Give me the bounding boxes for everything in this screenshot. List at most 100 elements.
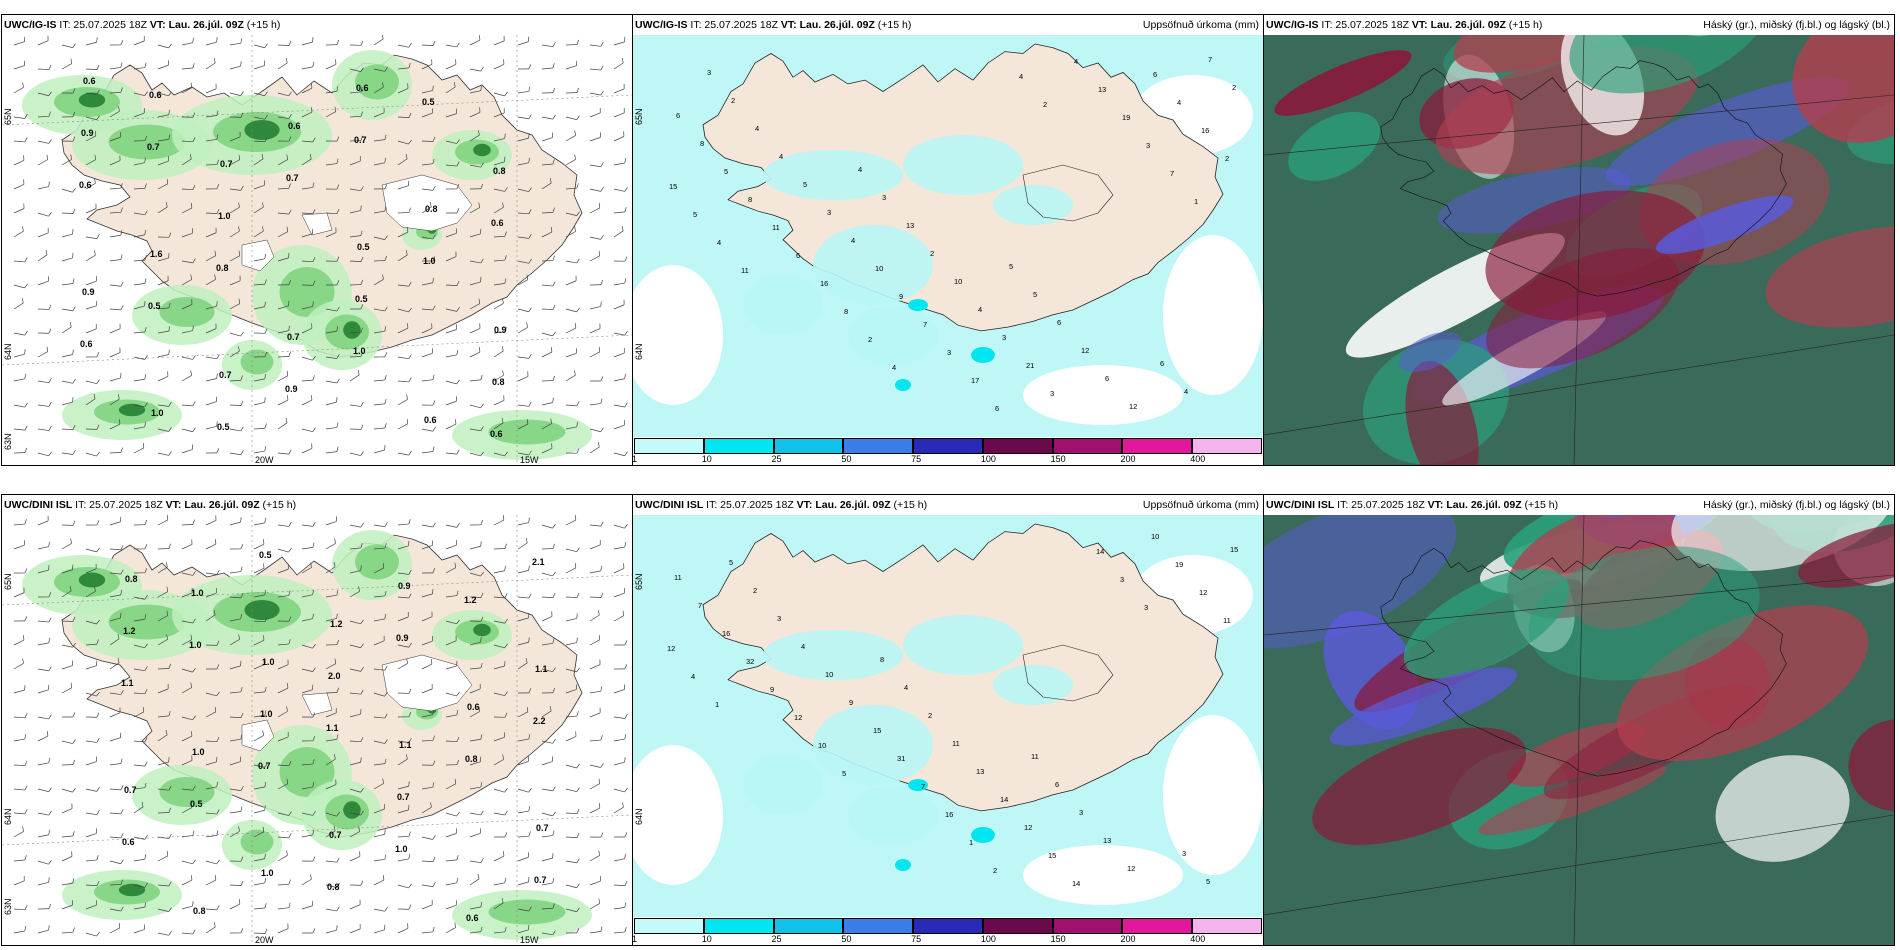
cloud-cover-map[interactable]: [1264, 35, 1894, 465]
precip-value-label: 0.7: [354, 135, 367, 145]
wind-barb: [181, 63, 195, 70]
wind-barb: [349, 851, 361, 862]
wind-barb: [397, 250, 408, 262]
precip-value-label: 2.1: [532, 557, 545, 567]
accum-value-label: 31: [897, 754, 905, 763]
wind-barb: [397, 112, 412, 118]
wind-barb: [37, 154, 48, 166]
accum-value-label: 3: [827, 208, 831, 217]
wind-barb: [13, 826, 24, 838]
precip-value-label: 1.0: [423, 256, 436, 266]
accum-value-label: 13: [1103, 836, 1111, 845]
wind-barb: [133, 210, 148, 216]
precip-value-label: 1.0: [151, 408, 164, 418]
wind-barb: [349, 810, 364, 816]
wind-barb: [445, 900, 457, 910]
wind-barb: [541, 903, 555, 910]
accum-value-label: 11: [1223, 616, 1231, 625]
precip-value-label: 0.6: [83, 76, 96, 86]
precip-value-label: 0.8: [493, 166, 506, 176]
wind-barb: [493, 593, 508, 599]
wind-barb: [517, 852, 529, 862]
wind-barb: [13, 203, 25, 214]
precip-value-label: 0.5: [190, 799, 203, 809]
wind-barb: [13, 713, 28, 719]
wind-barb: [37, 925, 50, 934]
accum-value-label: 3: [1144, 603, 1148, 612]
wind-barb: [37, 304, 52, 310]
wind-barb: [277, 850, 288, 862]
wind-barb: [397, 323, 409, 334]
accum-value-label: 14: [1072, 879, 1080, 888]
wind-barb: [421, 782, 435, 790]
wind-barb: [517, 419, 529, 430]
wind-barb-map[interactable]: 0.6 0.7 0.5 0.9 1.0 0.6 0.8 0.9 0.7 0.6 0.8 1.6 0.7 0…: [2, 35, 632, 465]
wind-barb: [181, 258, 196, 264]
wind-barb: [469, 426, 484, 432]
lead-time: (+15 h): [1524, 499, 1559, 511]
latitude-gridline: [1264, 334, 1894, 436]
accum-value-label: 16: [820, 279, 828, 288]
wind-barb: [565, 348, 577, 358]
wind-barb: [229, 375, 243, 382]
wind-barb: [445, 635, 457, 646]
wind-barb: [613, 734, 627, 742]
wind-barb: [157, 451, 172, 456]
precip-value-label: 0.6: [466, 913, 479, 923]
wind-barb: [469, 810, 484, 816]
precip-area-mid: [488, 899, 566, 925]
cloud-layer-area: [1329, 667, 1518, 746]
wind-barb: [13, 36, 26, 46]
accum-precip-map[interactable]: 5 8 11 3 2 4 6 5 3 2 3 15 4 11 13 11 10 13 12 7 9 14 10 16 15 12 1…: [633, 515, 1263, 917]
wind-barb: [181, 667, 196, 673]
valid-time: Lau. 26.júl. 09Z: [1446, 499, 1522, 511]
wind-barb: [109, 106, 120, 118]
wind-barb: [253, 710, 267, 718]
wind-barb: [565, 226, 576, 238]
cloud-cover-map[interactable]: [1264, 515, 1894, 945]
panel-header: UWC/IG-IS IT: 25.07.2025 18Z VT: Lau. 26…: [633, 15, 1263, 35]
wind-barb: [253, 659, 265, 670]
wind-barb: [85, 881, 100, 887]
accum-light-area: [993, 185, 1073, 225]
wind-barb: [133, 402, 148, 408]
wind-barb-map[interactable]: 0.8 1.0 1.1 0.7 0.8 1.2 0.6 0.7 1.0 0.9 1.1 1.0 0.7 0…: [2, 515, 632, 945]
wind-barb: [61, 188, 76, 193]
accum-light-area: [743, 275, 823, 335]
precip-value-label: 0.8: [193, 906, 206, 916]
wind-barb: [301, 395, 313, 406]
wind-barb: [85, 900, 97, 910]
wind-barb: [157, 349, 170, 358]
wind-barb: [613, 373, 626, 382]
wind-barb: [253, 730, 264, 742]
wind-barb: [445, 778, 457, 790]
wind-barb: [181, 355, 196, 360]
wind-barb: [469, 403, 484, 409]
wind-barb: [421, 108, 433, 118]
precip-value-label: 1.0: [395, 844, 408, 854]
wind-barb: [229, 226, 240, 238]
wind-barb: [397, 519, 411, 526]
accum-precip-map[interactable]: 3 4 5 6 2 3 5 4 4 13 6 7 4 2 12 2 5 10 6 6 3 4 12 8 4 3 6 5 10 21 4 8 9 3…: [633, 35, 1263, 437]
wind-barb: [589, 832, 604, 838]
wind-barb: [493, 515, 505, 526]
colorbar-swatch: [1122, 438, 1193, 454]
accum-value-label: 10: [954, 277, 962, 286]
wind-barb: [397, 754, 408, 766]
wind-barb: [13, 635, 25, 646]
precip-title: Uppsöfnuð úrkoma (mm): [1142, 499, 1259, 511]
wind-barb: [469, 902, 483, 910]
wind-barb: [61, 111, 76, 118]
colorbar-tick-label: 150: [1050, 934, 1066, 944]
accum-value-label: 6: [1160, 359, 1164, 368]
wind-barb: [469, 571, 484, 577]
wind-barb: [469, 520, 484, 526]
precip-value-label: 0.6: [356, 83, 369, 93]
precip-area-mid: [355, 64, 399, 100]
precip-value-label: 0.8: [492, 377, 505, 387]
accum-value-label: 32: [746, 657, 754, 666]
wind-barb: [613, 802, 624, 814]
wind-barb: [445, 619, 460, 625]
wind-barb: [205, 227, 217, 238]
colorbar-swatch: [634, 918, 704, 934]
